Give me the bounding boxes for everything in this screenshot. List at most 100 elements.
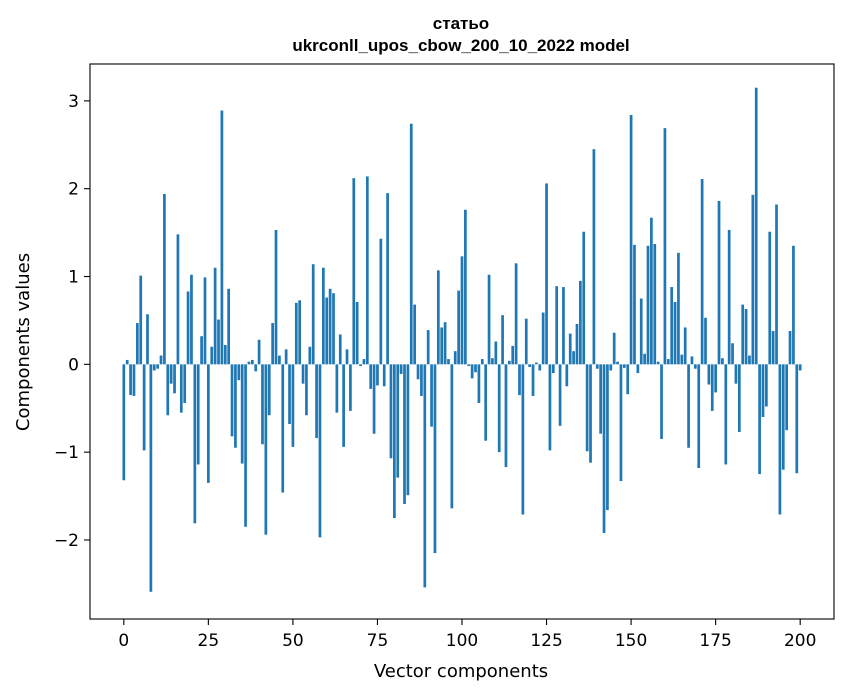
- bar: [281, 364, 285, 493]
- bar: [514, 263, 518, 365]
- bar: [274, 229, 278, 365]
- bar: [382, 364, 386, 387]
- x-tick-label: 25: [198, 631, 220, 651]
- bar: [321, 267, 325, 365]
- bar: [139, 275, 143, 365]
- bar: [420, 364, 423, 396]
- bar: [149, 364, 153, 592]
- bar: [744, 309, 748, 365]
- bar: [531, 364, 535, 396]
- bar: [798, 364, 802, 371]
- bar: [342, 364, 345, 447]
- bar: [494, 341, 498, 365]
- bar: [474, 364, 477, 373]
- bar: [291, 364, 295, 447]
- bar: [626, 364, 630, 395]
- bar: [379, 238, 383, 365]
- bar: [700, 179, 704, 365]
- bar: [426, 330, 430, 365]
- bar: [663, 128, 667, 365]
- bar: [311, 264, 315, 365]
- bar: [568, 333, 572, 365]
- bar: [480, 359, 484, 365]
- bar: [305, 364, 308, 416]
- x-tick-label: 75: [367, 631, 389, 651]
- bar: [166, 364, 170, 416]
- bar: [748, 355, 751, 365]
- bar: [207, 364, 210, 483]
- bar: [758, 364, 761, 475]
- bar: [518, 364, 521, 396]
- chart-title: статьо: [433, 14, 489, 33]
- bar: [403, 364, 406, 504]
- bar: [267, 364, 271, 416]
- bar: [220, 110, 224, 365]
- bar: [545, 183, 548, 365]
- bar: [592, 149, 596, 365]
- bar: [710, 364, 714, 411]
- y-tick-label: 0: [68, 355, 79, 375]
- bar: [565, 364, 569, 387]
- bar: [244, 364, 247, 527]
- bar: [129, 364, 132, 396]
- bar: [365, 176, 369, 365]
- bar: [352, 178, 356, 365]
- bar: [135, 323, 139, 365]
- y-tick-label: 1: [68, 268, 79, 288]
- y-axis: −2 −1 0 1 2 3: [54, 92, 90, 551]
- bar: [491, 358, 494, 365]
- bar: [288, 364, 291, 425]
- bar: [704, 317, 707, 365]
- bar: [409, 123, 413, 365]
- bar: [656, 361, 660, 365]
- bar: [359, 364, 362, 367]
- bar: [122, 364, 126, 481]
- bar: [298, 300, 302, 365]
- bar: [217, 319, 220, 365]
- bar: [389, 364, 393, 459]
- bar: [585, 364, 589, 452]
- bar: [602, 364, 606, 533]
- bar: [497, 364, 501, 453]
- bar: [707, 364, 711, 385]
- x-axis: 0 25 50 75 100 125 150 175 200: [118, 619, 816, 651]
- bar: [677, 252, 680, 365]
- bar: [278, 355, 281, 365]
- bar: [247, 361, 251, 365]
- bar: [622, 364, 626, 368]
- bar: [572, 351, 575, 365]
- y-tick-label: 2: [68, 180, 79, 200]
- bar: [731, 343, 734, 365]
- bar: [636, 364, 640, 374]
- bar: [582, 231, 586, 365]
- bar: [792, 245, 795, 365]
- bar: [528, 364, 531, 367]
- bar: [761, 364, 765, 418]
- bar: [183, 364, 187, 403]
- bar: [396, 364, 400, 478]
- bar: [599, 364, 603, 434]
- bar: [416, 364, 420, 380]
- bar: [612, 332, 616, 365]
- bar: [737, 364, 741, 432]
- x-tick-label: 0: [118, 631, 129, 651]
- bar: [470, 364, 474, 379]
- bar: [250, 359, 254, 365]
- bar: [179, 364, 183, 413]
- bar: [551, 364, 555, 374]
- bar: [507, 360, 511, 365]
- bar: [785, 364, 789, 431]
- bar: [558, 364, 562, 426]
- y-tick-label: −1: [54, 443, 79, 463]
- bar: [362, 359, 366, 365]
- bar: [670, 287, 674, 365]
- bar: [616, 361, 619, 365]
- bar: [210, 346, 214, 365]
- bar: [606, 364, 609, 511]
- bar: [271, 323, 274, 365]
- bar: [430, 364, 433, 427]
- bar: [173, 364, 176, 394]
- bar: [328, 288, 332, 365]
- bar: [687, 364, 690, 448]
